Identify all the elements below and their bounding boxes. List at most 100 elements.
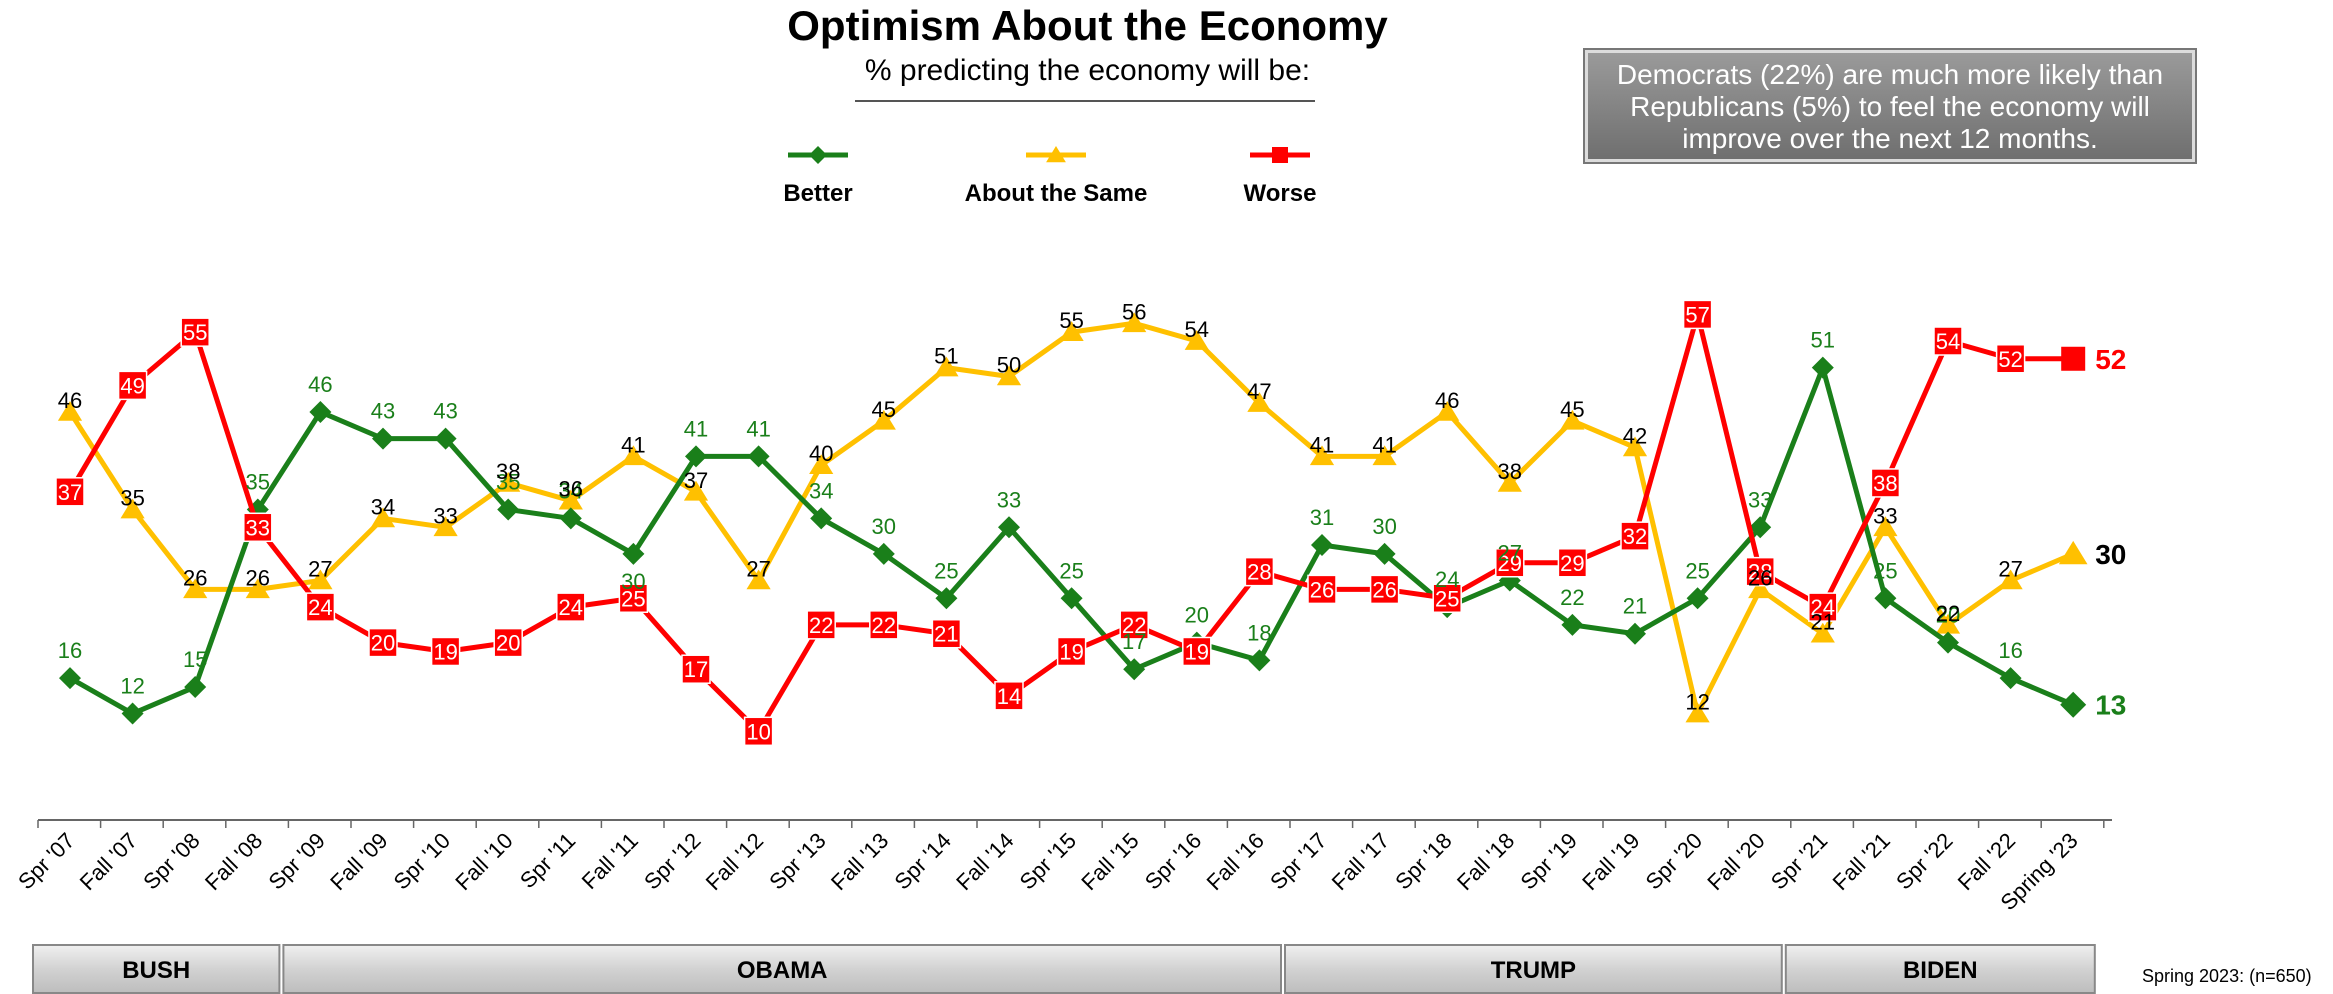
x-tick-label: Spr '09 xyxy=(263,828,329,894)
era-band-bush: BUSH xyxy=(32,944,281,994)
about-the-same-point xyxy=(621,445,646,466)
better-point xyxy=(309,400,332,423)
about-the-same-data-label: 27 xyxy=(308,557,332,582)
era-band-biden: BIDEN xyxy=(1784,944,2096,994)
about-the-same-data-label: 45 xyxy=(1560,397,1584,422)
x-tick-label: Spr '15 xyxy=(1015,828,1081,894)
about-the-same-data-label: 27 xyxy=(746,557,770,582)
about-the-same-data-label: 38 xyxy=(496,459,520,484)
x-tick-label: Fall '16 xyxy=(1202,828,1269,895)
x-tick-label: Spr '19 xyxy=(1515,828,1581,894)
era-label: OBAMA xyxy=(737,957,828,984)
better-data-label: 43 xyxy=(433,399,457,424)
worse-data-label: 14 xyxy=(997,684,1021,709)
better-point xyxy=(559,507,582,530)
worse-point xyxy=(556,592,586,622)
better-point xyxy=(121,702,144,725)
x-tick-label: Fall '18 xyxy=(1452,828,1519,895)
worse-point xyxy=(1745,556,1775,587)
about-the-same-point xyxy=(683,480,709,501)
about-the-same-data-label: 35 xyxy=(120,486,144,511)
about-the-same-data-label: 42 xyxy=(1623,423,1647,448)
about-the-same-point xyxy=(308,569,333,590)
x-tick-label: Fall '15 xyxy=(1076,828,1143,895)
worse-point xyxy=(1557,548,1588,578)
worse-point xyxy=(743,716,774,747)
about-the-same-point xyxy=(1122,312,1147,333)
about-the-same-point xyxy=(996,365,1022,386)
x-tick-label: Fall '21 xyxy=(1828,828,1895,895)
worse-point xyxy=(994,681,1024,711)
worse-data-label: 28 xyxy=(1247,560,1271,585)
x-tick-label: Fall '17 xyxy=(1327,828,1394,895)
worse-point xyxy=(1182,636,1212,667)
era-label: BIDEN xyxy=(1903,957,1978,984)
x-tick-label: Fall '11 xyxy=(577,828,643,894)
worse-point xyxy=(1995,344,2026,374)
better-point xyxy=(372,427,394,450)
better-point xyxy=(2060,691,2087,718)
about-the-same-point xyxy=(2058,540,2088,565)
better-data-label: 43 xyxy=(371,399,395,424)
worse-data-label: 28 xyxy=(1748,560,1772,585)
about-the-same-point xyxy=(871,409,896,430)
better-data-label: 41 xyxy=(684,416,708,441)
better-data-label: 24 xyxy=(1435,567,1459,592)
better-data-label: 30 xyxy=(1372,514,1396,539)
worse-point xyxy=(1432,583,1462,613)
worse-point xyxy=(931,618,962,649)
about-the-same-data-label: 51 xyxy=(934,344,958,369)
better-point xyxy=(872,542,895,565)
worse-data-label: 29 xyxy=(1560,551,1584,576)
about-the-same-data-label: 41 xyxy=(1310,432,1334,457)
about-the-same-point xyxy=(1810,622,1835,643)
about-the-same-point xyxy=(183,578,208,599)
worse-point xyxy=(681,654,711,684)
worse-point xyxy=(1119,610,1149,640)
x-tick-label: Spr '10 xyxy=(389,828,455,894)
worse-point xyxy=(1808,592,1838,622)
better-point xyxy=(1373,542,1396,565)
about-the-same-point xyxy=(433,516,458,537)
era-label: TRUMP xyxy=(1491,957,1576,984)
better-data-label: 46 xyxy=(308,372,332,397)
better-point xyxy=(622,542,645,565)
legend-marker xyxy=(1272,147,1288,163)
about-the-same-data-label: 45 xyxy=(872,397,896,422)
worse-point xyxy=(493,627,523,658)
better-point xyxy=(1248,649,1271,672)
about-the-same-data-label: 40 xyxy=(809,441,833,466)
better-point xyxy=(685,445,707,468)
worse-point xyxy=(243,512,273,543)
legend-label: Worse xyxy=(1244,180,1317,207)
better-point xyxy=(59,667,81,690)
x-tick-label: Fall '12 xyxy=(701,828,768,895)
better-point xyxy=(1624,622,1646,645)
worse-point xyxy=(1620,521,1650,551)
worse-data-label: 19 xyxy=(1185,639,1209,664)
about-the-same-data-label: 27 xyxy=(1998,557,2022,582)
about-the-same-point xyxy=(1748,578,1773,599)
about-the-same-data-label: 47 xyxy=(1247,379,1271,404)
callout-box: Democrats (22%) are much more likely tha… xyxy=(1583,48,2197,164)
better-data-label: 33 xyxy=(1748,487,1772,512)
worse-data-label: 21 xyxy=(934,622,958,647)
worse-point xyxy=(1933,326,1963,356)
better-data-label: 17 xyxy=(1122,629,1146,654)
about-the-same-point xyxy=(496,471,521,492)
better-point xyxy=(1811,356,1834,379)
about-the-same-point xyxy=(1497,471,1522,492)
chart-subtitle: % predicting the economy will be: xyxy=(864,54,1311,87)
worse-point xyxy=(180,317,210,347)
x-tick-label: Fall '14 xyxy=(951,828,1018,895)
better-data-label: 25 xyxy=(1873,558,1897,583)
x-tick-label: Spr '14 xyxy=(889,828,955,894)
better-point xyxy=(998,516,1020,539)
x-tick-label: Fall '08 xyxy=(200,828,267,895)
worse-point xyxy=(869,610,899,640)
about-the-same-data-label: 56 xyxy=(1122,299,1146,324)
x-tick-label: Spr '07 xyxy=(13,828,79,894)
worse-point xyxy=(1244,556,1275,587)
better-data-label: 51 xyxy=(1811,328,1835,353)
